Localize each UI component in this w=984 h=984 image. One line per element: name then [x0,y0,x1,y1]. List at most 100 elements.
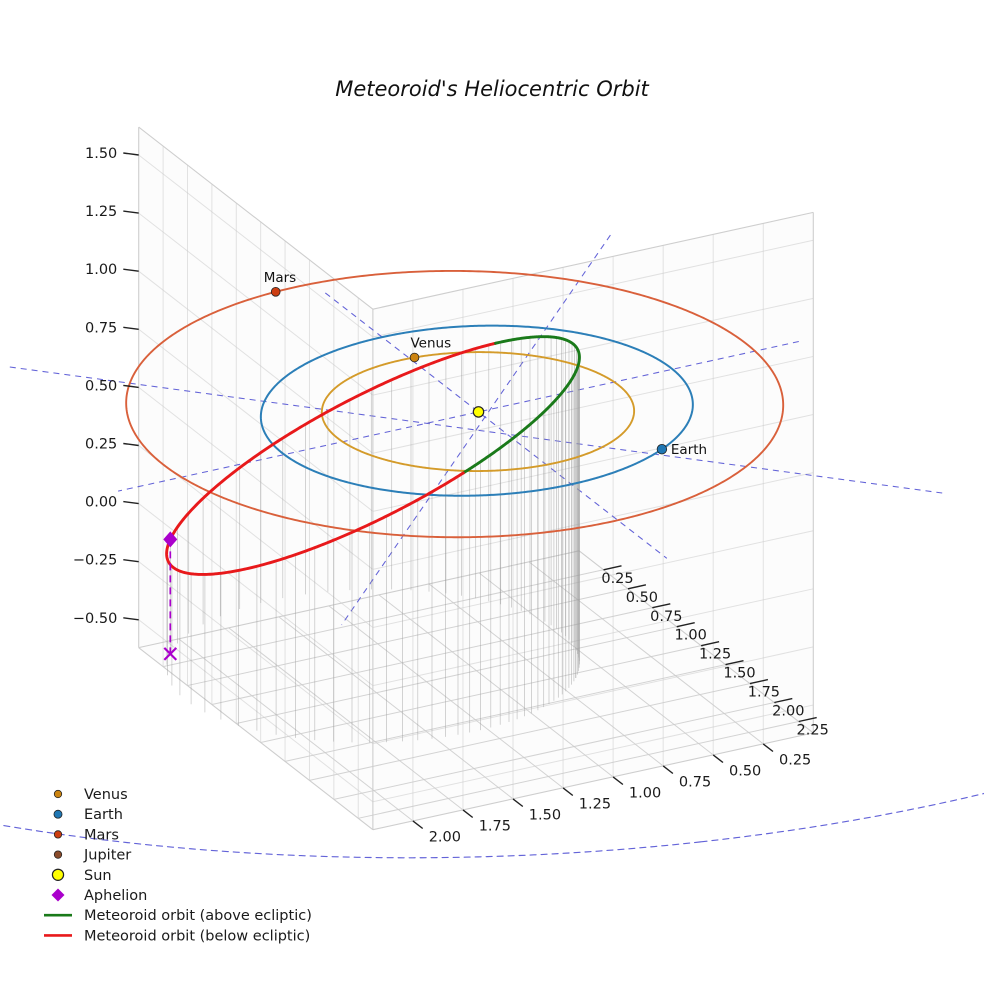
aphelion-ground-x-icon [163,647,178,661]
legend-item-sun[interactable]: Sun [51,868,112,884]
y-tick-mark [512,798,524,808]
gridline [138,647,374,831]
axis-tick-labels: 0.25 0.50 0.75 1.00 1.25 1.50 1.75 2.00 2.25 0.25… [73,146,829,846]
legend-item-meteoroid-orbit-below-ecliptic[interactable]: Meteoroid orbit (below ecliptic) [44,928,310,944]
axis-tick-label: 1.00 [675,628,707,644]
axis-tick-label: 1.25 [85,204,117,220]
legend-item-earth[interactable]: Earth [53,807,123,823]
axis-tick-label: 0.00 [85,495,117,511]
meteoroid-above-ecliptic [494,335,581,374]
gridline [372,297,814,396]
gridline [578,550,814,734]
jupiter-legend-icon [53,850,63,859]
y-tick-mark [662,765,674,775]
axis-tick-label: 0.25 [779,753,811,769]
gridline [309,683,750,781]
legend-item-meteoroid-orbit-above-ecliptic[interactable]: Meteoroid orbit (above ecliptic) [44,908,312,924]
sun-legend-icon [51,868,65,881]
meteoroid-orbit [165,335,581,576]
gridline [372,472,814,570]
z-tick-mark [123,152,139,156]
axis-tick-label: 1.00 [629,786,661,802]
legend-label: Jupiter [83,848,131,864]
mars-marker [270,286,281,297]
axis-tick-label: 0.75 [650,609,682,625]
axis-tick-label: −0.25 [73,553,117,569]
gridline [138,154,374,338]
axis-tick-label: 1.75 [479,819,511,835]
axis-tick-label: 0.75 [85,320,117,336]
legend-item-venus[interactable]: Venus [53,787,128,803]
legend-label: Mars [84,827,119,843]
gridline [138,328,374,512]
page-title: Meteoroid's Heliocentric Orbit [335,77,649,101]
axis-tick-label: 1.00 [85,262,117,278]
legend-label: Meteoroid orbit (above ecliptic) [84,908,312,924]
z-tick-mark [123,326,139,330]
x-tick-mark [749,678,769,685]
z-tick-mark [123,500,139,505]
plot-legend: Venus Earth Mars Jupiter Sun Aphelion Meteoroi… [44,787,312,944]
x-tick-mark [652,603,671,609]
axis-tick-label: −0.50 [73,611,117,627]
z-tick-mark [123,268,139,272]
axis-tick-label: 1.50 [723,666,755,682]
gridline [428,583,664,767]
gridline [358,721,799,819]
axis-tick-label: 1.50 [529,808,561,824]
gridline [372,646,814,745]
legend-item-aphelion[interactable]: Aphelion [51,888,148,904]
x-tick-mark [798,716,817,723]
x-tick-mark [676,622,695,628]
legend-label: Aphelion [84,888,147,904]
ecliptic-guide-line [9,366,943,494]
legend-label: Sun [84,868,112,884]
mars-label: Mars [264,270,297,286]
x-tick-mark [725,660,744,666]
gridline [228,627,464,811]
gridline [328,605,564,789]
gridline [372,239,814,338]
legend-item-jupiter[interactable]: Jupiter [53,848,131,864]
z-tick-mark [123,442,139,447]
y-tick-mark [712,754,724,764]
z-tick-mark [123,384,139,389]
gridline [528,561,764,745]
gridline [372,588,814,687]
earth-orbit-dash [260,325,694,497]
axis-tick-label: 1.75 [748,685,780,701]
gridline [138,270,374,454]
meteoroid-below-ecliptic [165,341,497,576]
x-tick-mark [603,565,622,571]
orbit-droplines [166,336,580,743]
venus-marker [409,352,420,363]
body-markers: Mars Venus Earth [163,270,707,661]
y-tick-mark [762,743,774,753]
axis-tick-label: 2.00 [772,704,804,720]
x-tick-mark [774,697,793,704]
y-tick-mark [462,809,474,819]
axis-tick-label: 0.50 [85,378,117,394]
axis-tick-label: 0.75 [679,775,711,791]
mars-orbit-path [125,269,785,539]
legend-label: Meteoroid orbit (below ecliptic) [84,928,310,944]
x-tick-mark [627,584,647,590]
legend-item-mars[interactable]: Mars [53,827,119,843]
earth-legend-icon [53,809,63,819]
gridline [372,530,814,629]
aphelion-marker [163,531,178,548]
x-tick-mark [700,641,720,647]
mars-legend-icon [53,830,63,839]
gridline [138,212,374,396]
gridline [138,126,374,310]
axis-tick-label: 0.25 [85,437,117,453]
gridline [138,619,374,803]
y-tick-mark [412,820,424,830]
gridline [372,211,814,310]
axis-tick-label: 2.25 [797,723,829,739]
venus-orbit-path [320,351,636,472]
axis-tick-label: 1.25 [579,797,611,813]
gridline [478,572,714,756]
venus-label: Venus [411,336,452,352]
gridline [372,732,814,831]
